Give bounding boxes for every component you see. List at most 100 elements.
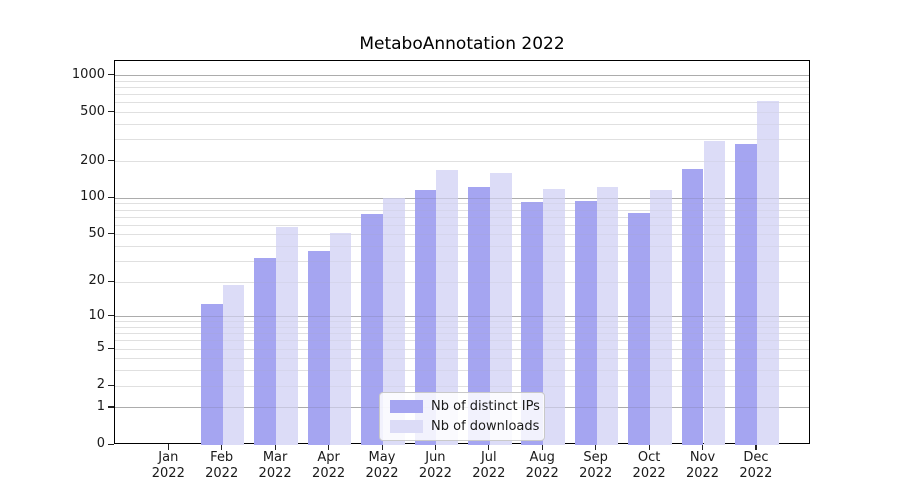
minor-gridline-overlay bbox=[115, 234, 809, 236]
x-tick-year: 2022 bbox=[205, 465, 239, 481]
minor-gridline-overlay bbox=[115, 358, 809, 360]
minor-gridline bbox=[115, 112, 809, 114]
minor-gridline-overlay bbox=[115, 87, 809, 89]
minor-gridline bbox=[115, 281, 809, 283]
minor-gridline bbox=[115, 209, 809, 211]
x-tick-mark bbox=[755, 444, 757, 450]
bar-downloads-sep bbox=[596, 186, 619, 445]
minor-gridline-overlay bbox=[115, 281, 809, 283]
minor-gridline-overlay bbox=[115, 333, 809, 335]
minor-gridline-overlay bbox=[115, 340, 809, 342]
x-tick-label: Nov 2022 bbox=[676, 450, 730, 481]
x-tick-mark bbox=[595, 444, 597, 450]
minor-gridline-overlay bbox=[115, 203, 809, 205]
x-tick-month: Aug bbox=[529, 450, 555, 465]
minor-gridline bbox=[115, 245, 809, 247]
bar-distinct_ips-feb bbox=[200, 303, 223, 445]
bar-downloads-may bbox=[383, 198, 405, 445]
bar-distinct_ips-jun bbox=[414, 190, 437, 445]
x-tick-mark bbox=[328, 444, 330, 450]
minor-gridline bbox=[115, 124, 809, 126]
x-tick-month: Apr bbox=[317, 450, 340, 465]
bar-distinct_ips-mar bbox=[254, 258, 277, 445]
minor-gridline-overlay bbox=[115, 385, 809, 387]
plot-area bbox=[114, 60, 810, 445]
x-tick-label: Sep 2022 bbox=[569, 450, 623, 481]
y-tick-mark bbox=[108, 196, 114, 198]
x-tick-label: Mar 2022 bbox=[248, 450, 302, 481]
minor-gridline bbox=[115, 358, 809, 360]
x-tick-label: Oct 2022 bbox=[622, 450, 676, 481]
y-tick-mark bbox=[108, 280, 114, 282]
y-tick-mark bbox=[108, 406, 114, 408]
minor-gridline bbox=[115, 370, 809, 372]
minor-gridline-overlay bbox=[115, 348, 809, 350]
y-tick-mark bbox=[108, 160, 114, 162]
minor-gridline-overlay bbox=[115, 216, 809, 218]
x-tick-label: Apr 2022 bbox=[302, 450, 356, 481]
minor-gridline-overlay bbox=[115, 161, 809, 163]
minor-gridline-overlay bbox=[115, 102, 809, 104]
x-tick-mark bbox=[702, 444, 704, 450]
minor-gridline bbox=[115, 80, 809, 82]
x-tick-mark bbox=[648, 444, 650, 450]
y-tick-label: 1000 bbox=[71, 66, 105, 82]
x-tick-year: 2022 bbox=[312, 465, 346, 481]
bar-distinct_ips-oct bbox=[628, 212, 651, 445]
x-tick-month: Sep bbox=[583, 450, 608, 465]
x-tick-year: 2022 bbox=[365, 465, 399, 481]
x-tick-year: 2022 bbox=[739, 465, 773, 481]
minor-gridline bbox=[115, 333, 809, 335]
bar-distinct_ips-jul bbox=[468, 187, 490, 445]
y-tick-mark bbox=[108, 315, 114, 317]
major-gridline-overlay bbox=[115, 197, 809, 199]
bar-downloads-dec bbox=[756, 101, 779, 445]
y-tick-label: 5 bbox=[96, 340, 105, 356]
x-tick-month: Feb bbox=[210, 450, 234, 465]
y-tick-label: 200 bbox=[80, 152, 105, 168]
minor-gridline-overlay bbox=[115, 139, 809, 141]
minor-gridline bbox=[115, 94, 809, 96]
y-tick-label: 1 bbox=[96, 398, 105, 414]
major-gridline-overlay bbox=[115, 316, 809, 318]
y-tick-mark bbox=[108, 74, 114, 76]
bar-distinct_ips-dec bbox=[735, 144, 757, 445]
legend-swatch-downloads bbox=[390, 419, 423, 433]
x-tick-month: Mar bbox=[262, 450, 288, 465]
legend-label: Nb of downloads bbox=[431, 418, 540, 434]
minor-gridline-overlay bbox=[115, 327, 809, 329]
y-tick-label: 500 bbox=[80, 103, 105, 119]
x-tick-month: Nov bbox=[689, 450, 716, 465]
y-tick-label: 20 bbox=[88, 273, 105, 289]
minor-gridline bbox=[115, 203, 809, 205]
minor-gridline bbox=[115, 327, 809, 329]
minor-gridline-overlay bbox=[115, 80, 809, 82]
y-tick-label: 100 bbox=[80, 189, 105, 205]
x-tick-year: 2022 bbox=[258, 465, 292, 481]
y-tick-label: 50 bbox=[88, 225, 105, 241]
x-tick-year: 2022 bbox=[579, 465, 613, 481]
x-tick-label: Feb 2022 bbox=[195, 450, 249, 481]
minor-gridline bbox=[115, 161, 809, 163]
x-tick-label: Dec 2022 bbox=[729, 450, 783, 481]
x-tick-label: Jul 2022 bbox=[462, 450, 516, 481]
chart-title: MetaboAnnotation 2022 bbox=[359, 34, 565, 54]
bar-downloads-nov bbox=[703, 141, 726, 445]
x-tick-year: 2022 bbox=[418, 465, 452, 481]
y-tick-mark bbox=[108, 443, 114, 445]
x-tick-label: May 2022 bbox=[355, 450, 409, 481]
minor-gridline bbox=[115, 340, 809, 342]
x-tick-month: Jun bbox=[425, 450, 446, 465]
minor-gridline-overlay bbox=[115, 94, 809, 96]
x-tick-month: Jan bbox=[158, 450, 179, 465]
bar-downloads-apr bbox=[329, 232, 352, 445]
minor-gridline bbox=[115, 321, 809, 323]
x-tick-year: 2022 bbox=[472, 465, 506, 481]
x-tick-mark bbox=[221, 444, 223, 450]
legend-entry: Nb of downloads bbox=[390, 418, 539, 434]
minor-gridline bbox=[115, 87, 809, 89]
minor-gridline-overlay bbox=[115, 321, 809, 323]
x-tick-mark bbox=[274, 444, 276, 450]
y-tick-label: 0 bbox=[96, 436, 105, 451]
minor-gridline-overlay bbox=[115, 224, 809, 226]
